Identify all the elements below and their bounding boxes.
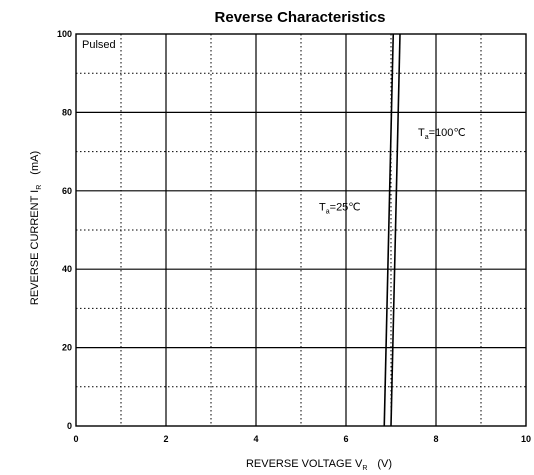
x-axis-label-unit: (V): [377, 458, 392, 470]
x-axis-label-subscript: R: [362, 465, 367, 472]
y-axis-label: REVERSE CURRENT IR (mA): [29, 151, 43, 305]
series-label-ta-100c: Ta=100℃: [418, 127, 466, 141]
x-axis-label-main: REVERSE VOLTAGE V: [246, 458, 363, 470]
y-axis-label-subscript: R: [36, 185, 43, 190]
x-tick-label: 4: [253, 434, 258, 444]
series-line-ta-25c: [383, 33, 395, 427]
series-line-ta-100c: [390, 33, 401, 427]
x-tick-label: 10: [521, 434, 531, 444]
x-tick-label: 2: [163, 434, 168, 444]
annotations: Pulsed Ta=25℃ Ta=100℃: [82, 39, 466, 215]
x-tick-label: 6: [343, 434, 348, 444]
series-group: [383, 33, 401, 427]
y-axis-label-unit: (mA): [29, 151, 41, 175]
x-tick-label: 0: [73, 434, 78, 444]
condition-label-pulsed: Pulsed: [82, 39, 116, 51]
y-tick-label: 0: [67, 421, 72, 431]
plot-frame: [75, 33, 527, 427]
y-tick-label: 20: [62, 343, 72, 353]
x-tick-label: 8: [433, 434, 438, 444]
chart-title: Reverse Characteristics: [215, 9, 386, 26]
x-axis-label: REVERSE VOLTAGE VR (V): [246, 458, 392, 472]
y-tick-label: 100: [57, 29, 72, 39]
y-tick-label: 60: [62, 186, 72, 196]
y-axis-label-main: REVERSE CURRENT I: [29, 190, 41, 305]
y-tick-label: 40: [62, 264, 72, 274]
grid: [76, 34, 526, 426]
series-label-ta-25c: Ta=25℃: [319, 201, 361, 215]
y-tick-label: 80: [62, 107, 72, 117]
